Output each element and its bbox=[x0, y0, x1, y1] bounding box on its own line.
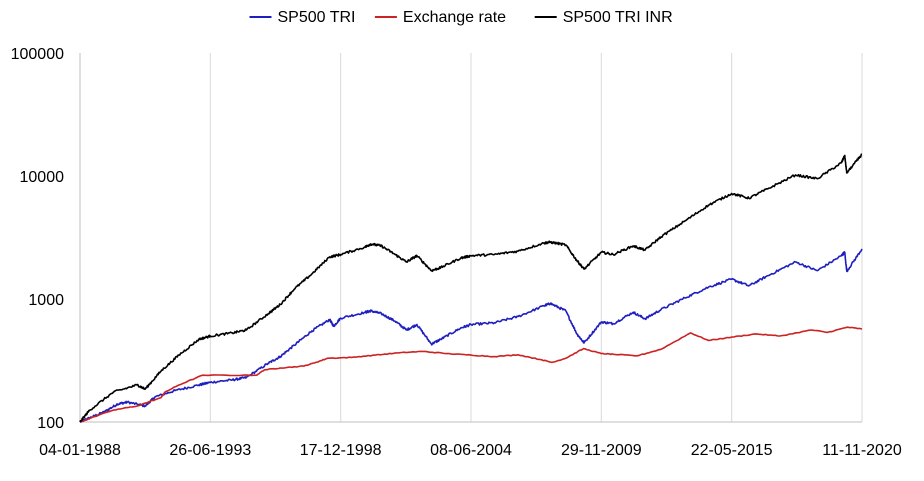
tick-labels: 100 1000 10000 100000 04-01-1988 26-06-1993 17… bbox=[11, 46, 902, 459]
y-tick-label: 1000 bbox=[28, 292, 64, 309]
x-tick-label: 04-01-1988 bbox=[39, 442, 121, 459]
series-line-sp500-tri bbox=[79, 248, 863, 423]
legend-item: SP500 TRI INR bbox=[534, 9, 673, 26]
x-tick-label: 22-05-2015 bbox=[691, 442, 773, 459]
y-tick-label: 100000 bbox=[11, 46, 64, 63]
legend-item: SP500 TRI bbox=[249, 9, 356, 26]
x-tick-label: 29-11-2009 bbox=[561, 442, 642, 459]
x-tick-label: 11-11-2020 bbox=[822, 442, 902, 459]
x-tick-label: 08-06-2004 bbox=[430, 442, 512, 459]
legend: SP500 TRI Exchange rate SP500 TRI INR bbox=[249, 9, 673, 26]
x-tick-label: 17-12-1998 bbox=[300, 442, 382, 459]
axis-layer bbox=[79, 53, 862, 423]
y-tick-label: 10000 bbox=[20, 169, 65, 186]
legend-label: Exchange rate bbox=[403, 9, 506, 26]
series-layer bbox=[79, 153, 863, 423]
legend-label: SP500 TRI bbox=[278, 9, 356, 26]
x-tick-label: 26-06-1993 bbox=[169, 442, 251, 459]
legend-label: SP500 TRI INR bbox=[563, 9, 673, 26]
y-tick-label: 100 bbox=[37, 415, 64, 432]
grid-layer bbox=[209, 53, 863, 422]
series-line-exchange-rate bbox=[79, 326, 863, 423]
series-line-sp500-tri-inr bbox=[79, 153, 863, 423]
legend-item: Exchange rate bbox=[374, 9, 506, 26]
